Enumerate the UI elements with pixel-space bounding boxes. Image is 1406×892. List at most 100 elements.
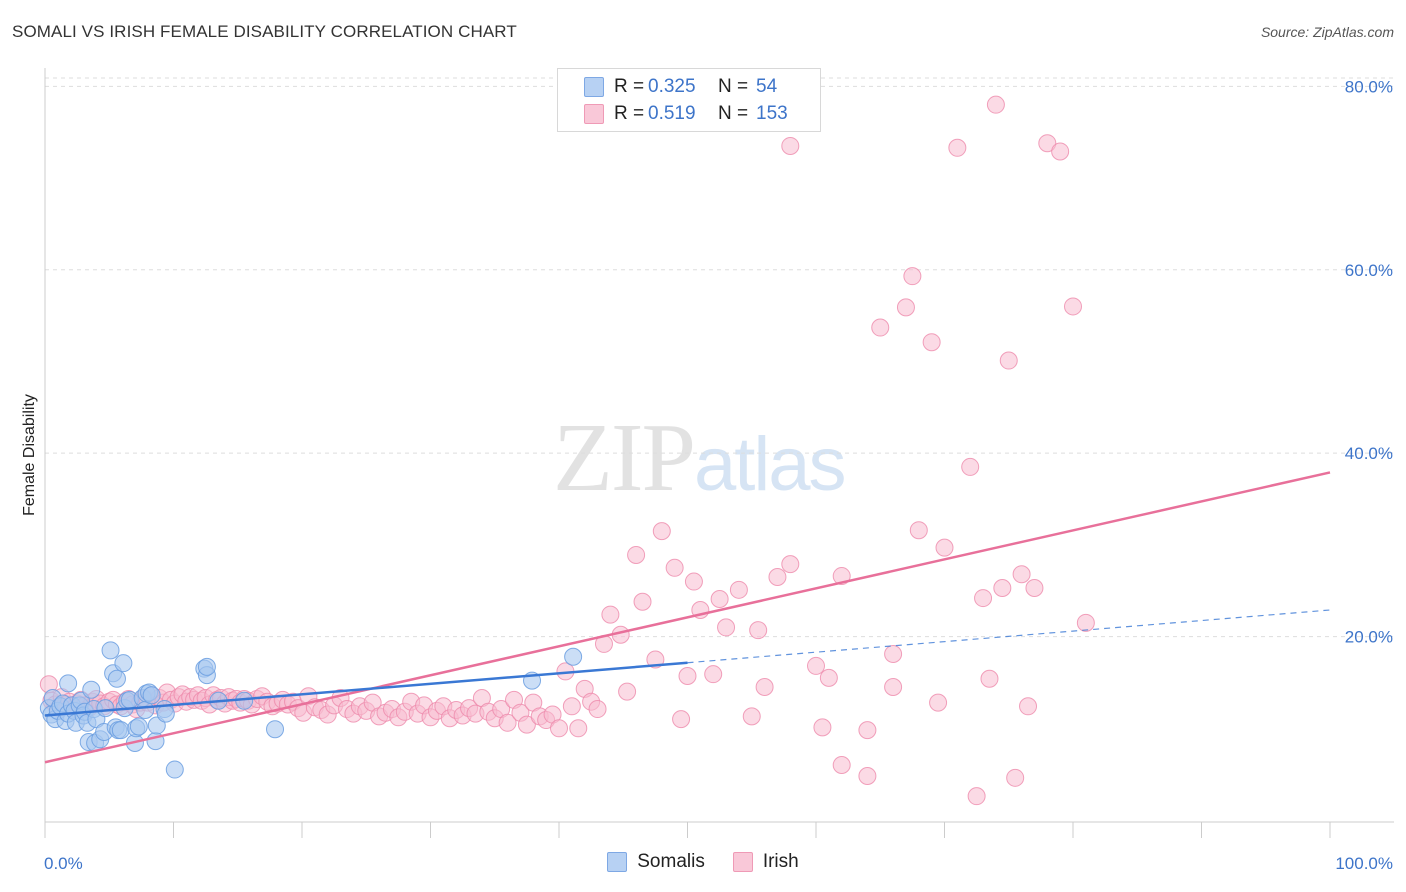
legend-item-irish[interactable]: Irish	[732, 851, 799, 873]
irish-point	[929, 693, 948, 712]
irish-point	[980, 669, 999, 688]
watermark: ZIPatlas	[553, 400, 847, 514]
watermark-atlas: atlas	[694, 422, 847, 507]
irish-point	[967, 787, 986, 806]
irish-point	[562, 697, 581, 716]
y-tick-label: 40.0%	[1345, 444, 1393, 463]
irish-point	[858, 721, 877, 740]
somali-swatch	[607, 852, 628, 872]
somali-point	[147, 716, 166, 735]
r-value: 0.519	[648, 103, 696, 124]
grid-lines	[45, 77, 1394, 638]
irish-point	[710, 589, 729, 608]
somali-point	[266, 720, 285, 739]
irish-point	[999, 351, 1018, 370]
somali-swatch	[584, 77, 604, 97]
somali-point	[114, 654, 133, 673]
legend-item-somalis[interactable]: Somalis	[607, 851, 705, 873]
irish-point	[807, 656, 825, 675]
irish-point	[749, 621, 768, 640]
irish-series	[39, 95, 1095, 806]
irish-point	[884, 678, 903, 697]
r-label: R =	[614, 76, 645, 97]
irish-point	[832, 567, 851, 586]
irish-point	[813, 718, 832, 737]
irish-point	[498, 713, 517, 732]
irish-point	[569, 719, 588, 738]
irish-point	[1038, 134, 1057, 153]
irish-point	[768, 567, 787, 586]
irish-point	[858, 766, 877, 785]
irish-point	[935, 538, 954, 557]
somali-trend-extension	[687, 609, 1331, 664]
irish-point	[781, 136, 800, 155]
y-tick-label: 60.0%	[1345, 261, 1393, 280]
irish-point	[1012, 565, 1031, 584]
n-label: N =	[718, 103, 749, 124]
n-value: 153	[756, 103, 788, 124]
y-tick-label: 80.0%	[1345, 77, 1393, 96]
irish-point	[588, 700, 607, 719]
correlation-legend: R = 0.325 N = 54 R = 0.519 N = 153	[557, 68, 821, 132]
somali-point	[107, 669, 126, 688]
irish-point	[665, 558, 684, 577]
watermark-zip: ZIP	[553, 404, 696, 512]
irish-trend-line	[44, 471, 1331, 764]
irish-point	[678, 667, 697, 686]
irish-point	[884, 645, 903, 664]
n-label: N =	[718, 76, 749, 97]
irish-point	[948, 138, 967, 157]
somali-point	[564, 647, 583, 666]
irish-point	[961, 457, 980, 476]
irish-point	[1025, 578, 1044, 597]
irish-point	[993, 578, 1012, 597]
irish-point	[618, 682, 637, 701]
irish-point	[517, 715, 536, 734]
chart-title: SOMALI VS IRISH FEMALE DISABILITY CORREL…	[12, 22, 517, 41]
n-value: 54	[756, 76, 778, 97]
irish-point	[717, 618, 736, 637]
legend-label-irish: Irish	[762, 851, 799, 872]
irish-point	[871, 318, 890, 337]
irish-point	[896, 298, 915, 317]
irish-point	[633, 592, 652, 611]
irish-point	[819, 668, 838, 687]
somali-point	[142, 686, 161, 705]
irish-point	[903, 267, 922, 286]
irish-point	[550, 719, 568, 738]
irish-point	[1064, 297, 1082, 316]
irish-point	[974, 589, 993, 608]
legend-label-somalis: Somalis	[637, 851, 705, 872]
somali-series	[39, 641, 583, 779]
somali-point	[156, 704, 175, 723]
irish-point	[601, 605, 620, 624]
irish-point	[742, 707, 761, 726]
somali-point	[197, 657, 216, 676]
somali-point	[82, 680, 101, 699]
irish-point	[1006, 768, 1025, 787]
irish-point	[684, 572, 703, 591]
irish-point	[1076, 613, 1095, 632]
x-tick-label-min: 0.0%	[44, 854, 83, 873]
y-axis-title: Female Disability	[21, 394, 38, 516]
irish-point	[672, 710, 691, 729]
irish-point	[781, 555, 800, 574]
somali-point	[165, 760, 184, 779]
irish-point	[1051, 142, 1070, 161]
somali-trend-line	[44, 661, 688, 717]
irish-point	[909, 521, 928, 540]
irish-point	[986, 95, 1005, 114]
legend-row-somali: R = 0.325 N = 54	[584, 74, 777, 100]
irish-point	[832, 755, 851, 774]
legend-row-irish: R = 0.519 N = 153	[584, 101, 788, 127]
irish-point	[704, 665, 723, 684]
somali-point	[111, 721, 130, 740]
irish-point	[729, 580, 748, 599]
irish-swatch	[732, 852, 753, 872]
somali-point	[59, 674, 78, 693]
trend-lines	[44, 471, 1331, 764]
somali-point	[129, 717, 148, 736]
series-legend: Somalis Irish	[0, 851, 1406, 873]
axis-labels: 20.0% 40.0% 60.0% 80.0% 0.0% 100.0% Female Dis…	[21, 77, 1393, 873]
